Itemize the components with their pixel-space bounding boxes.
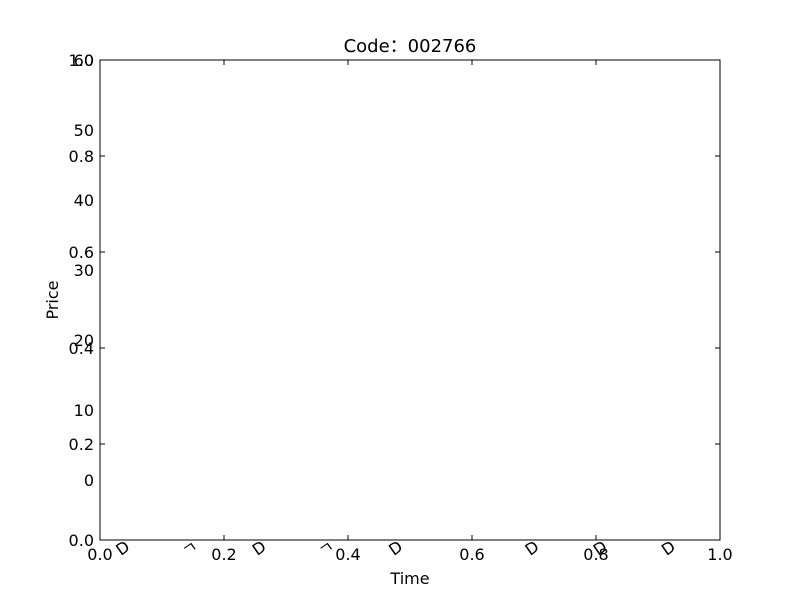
x-tick-label: 0.0 bbox=[87, 545, 112, 564]
y-tick-label: 0.8 bbox=[69, 147, 94, 166]
y2-tick-label: 50 bbox=[74, 121, 94, 140]
y2-tick-label: 0 bbox=[84, 471, 94, 490]
x-tick-label: 0.6 bbox=[459, 545, 484, 564]
x-axis-label: Time bbox=[389, 569, 429, 588]
y2-tick-label: 60 bbox=[74, 51, 94, 70]
x-tick-label: 0.2 bbox=[211, 545, 236, 564]
x-tick-label: 1.0 bbox=[707, 545, 732, 564]
y2-tick-label: 20 bbox=[74, 331, 94, 350]
y2-tick-label: 10 bbox=[74, 401, 94, 420]
x-tick-label: 0.8 bbox=[583, 545, 608, 564]
x-tick-label: 0.4 bbox=[335, 545, 360, 564]
y2-tick-label: 30 bbox=[74, 261, 94, 280]
y-tick-label: 0.2 bbox=[69, 435, 94, 454]
y-tick-label: 0.6 bbox=[69, 243, 94, 262]
y-tick-label: 0.0 bbox=[69, 531, 94, 550]
y-tick-label: 1.0 bbox=[69, 51, 94, 70]
y2-tick-label: 40 bbox=[74, 191, 94, 210]
y-tick-label: 0.4 bbox=[69, 339, 94, 358]
y-axis-label: Price bbox=[43, 280, 62, 319]
chart-title: Code：002766 bbox=[344, 36, 477, 57]
plot-area-frame bbox=[99, 59, 721, 541]
